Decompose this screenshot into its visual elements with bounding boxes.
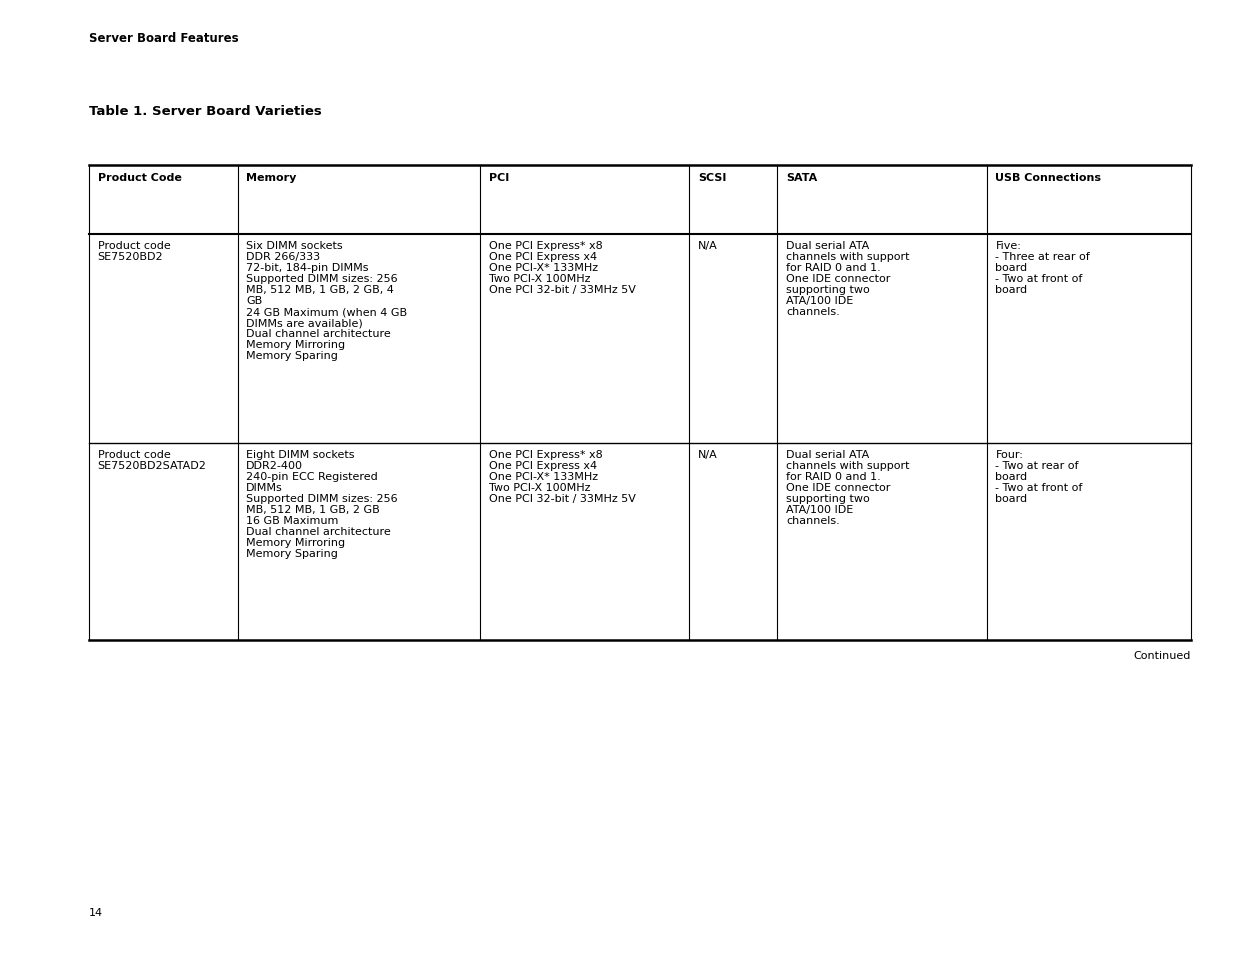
Text: supporting two: supporting two <box>785 285 869 295</box>
Text: One IDE connector: One IDE connector <box>785 274 890 284</box>
Text: Memory Mirroring: Memory Mirroring <box>246 340 346 350</box>
Text: Memory Sparing: Memory Sparing <box>246 549 338 558</box>
Text: One PCI-X* 133MHz: One PCI-X* 133MHz <box>489 263 598 274</box>
Text: MB, 512 MB, 1 GB, 2 GB, 4: MB, 512 MB, 1 GB, 2 GB, 4 <box>246 285 394 295</box>
Text: 72-bit, 184-pin DIMMs: 72-bit, 184-pin DIMMs <box>246 263 369 274</box>
Text: DIMMs are available): DIMMs are available) <box>246 318 363 328</box>
Text: channels.: channels. <box>785 516 840 526</box>
Text: Product code: Product code <box>98 241 170 251</box>
Text: SATA: SATA <box>785 172 818 182</box>
Text: channels with support: channels with support <box>785 461 909 471</box>
Text: for RAID 0 and 1.: for RAID 0 and 1. <box>785 263 881 274</box>
Text: Two PCI-X 100MHz: Two PCI-X 100MHz <box>489 483 590 493</box>
Text: Server Board Features: Server Board Features <box>89 32 238 46</box>
Text: One PCI Express x4: One PCI Express x4 <box>489 461 597 471</box>
Text: 240-pin ECC Registered: 240-pin ECC Registered <box>246 472 378 482</box>
Text: SCSI: SCSI <box>698 172 726 182</box>
Text: Supported DIMM sizes: 256: Supported DIMM sizes: 256 <box>246 274 398 284</box>
Text: Continued: Continued <box>1134 650 1191 659</box>
Text: 14: 14 <box>89 907 103 917</box>
Text: Memory Sparing: Memory Sparing <box>246 351 338 361</box>
Text: One PCI 32-bit / 33MHz 5V: One PCI 32-bit / 33MHz 5V <box>489 285 636 295</box>
Text: N/A: N/A <box>698 450 718 459</box>
Text: Dual serial ATA: Dual serial ATA <box>785 241 869 251</box>
Text: One PCI 32-bit / 33MHz 5V: One PCI 32-bit / 33MHz 5V <box>489 494 636 504</box>
Text: channels with support: channels with support <box>785 253 909 262</box>
Text: Five:: Five: <box>995 241 1021 251</box>
Text: One IDE connector: One IDE connector <box>785 483 890 493</box>
Text: One PCI Express x4: One PCI Express x4 <box>489 253 597 262</box>
Text: Dual channel architecture: Dual channel architecture <box>246 329 391 339</box>
Text: One PCI Express* x8: One PCI Express* x8 <box>489 241 603 251</box>
Text: ATA/100 IDE: ATA/100 IDE <box>785 296 853 306</box>
Text: Dual serial ATA: Dual serial ATA <box>785 450 869 459</box>
Text: board: board <box>995 263 1028 274</box>
Text: Supported DIMM sizes: 256: Supported DIMM sizes: 256 <box>246 494 398 504</box>
Text: Table 1. Server Board Varieties: Table 1. Server Board Varieties <box>89 105 321 118</box>
Text: supporting two: supporting two <box>785 494 869 504</box>
Text: DDR 266/333: DDR 266/333 <box>246 253 320 262</box>
Text: 24 GB Maximum (when 4 GB: 24 GB Maximum (when 4 GB <box>246 307 408 317</box>
Text: One PCI-X* 133MHz: One PCI-X* 133MHz <box>489 472 598 482</box>
Text: for RAID 0 and 1.: for RAID 0 and 1. <box>785 472 881 482</box>
Text: Product Code: Product Code <box>98 172 182 182</box>
Text: channels.: channels. <box>785 307 840 317</box>
Text: board: board <box>995 472 1028 482</box>
Text: - Two at front of: - Two at front of <box>995 483 1083 493</box>
Text: DIMMs: DIMMs <box>246 483 283 493</box>
Text: Four:: Four: <box>995 450 1024 459</box>
Text: Memory Mirroring: Memory Mirroring <box>246 537 346 548</box>
Text: SE7520BD2SATAD2: SE7520BD2SATAD2 <box>98 461 206 471</box>
Text: MB, 512 MB, 1 GB, 2 GB: MB, 512 MB, 1 GB, 2 GB <box>246 505 380 515</box>
Text: PCI: PCI <box>489 172 509 182</box>
Text: Two PCI-X 100MHz: Two PCI-X 100MHz <box>489 274 590 284</box>
Text: SE7520BD2: SE7520BD2 <box>98 253 163 262</box>
Text: board: board <box>995 494 1028 504</box>
Text: USB Connections: USB Connections <box>995 172 1102 182</box>
Text: GB: GB <box>246 296 263 306</box>
Text: - Two at rear of: - Two at rear of <box>995 461 1079 471</box>
Text: 16 GB Maximum: 16 GB Maximum <box>246 516 338 526</box>
Text: ATA/100 IDE: ATA/100 IDE <box>785 505 853 515</box>
Text: DDR2-400: DDR2-400 <box>246 461 304 471</box>
Text: - Three at rear of: - Three at rear of <box>995 253 1091 262</box>
Text: Product code: Product code <box>98 450 170 459</box>
Text: - Two at front of: - Two at front of <box>995 274 1083 284</box>
Text: board: board <box>995 285 1028 295</box>
Text: One PCI Express* x8: One PCI Express* x8 <box>489 450 603 459</box>
Text: Eight DIMM sockets: Eight DIMM sockets <box>246 450 354 459</box>
Text: Six DIMM sockets: Six DIMM sockets <box>246 241 343 251</box>
Text: N/A: N/A <box>698 241 718 251</box>
Text: Dual channel architecture: Dual channel architecture <box>246 527 391 537</box>
Text: Memory: Memory <box>246 172 296 182</box>
